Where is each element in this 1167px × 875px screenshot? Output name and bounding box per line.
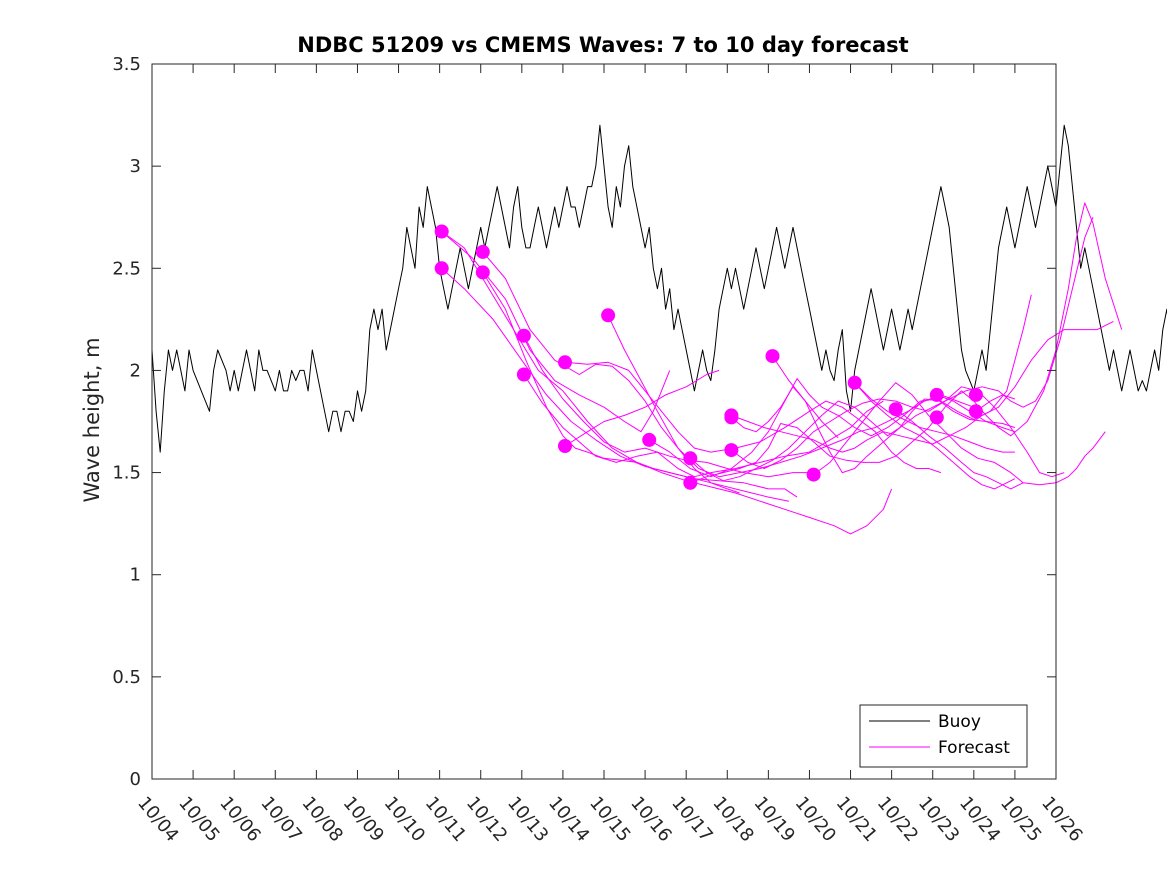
forecast-marker	[642, 432, 657, 447]
forecast-marker	[558, 439, 572, 453]
forecast-series-line-14	[731, 320, 1114, 453]
x-tick-label: 10/10	[380, 793, 429, 846]
x-tick-label: 10/25	[996, 793, 1045, 846]
x-tick-label: 10/15	[585, 793, 634, 846]
forecast-marker	[888, 402, 903, 417]
forecast-series-line-18	[813, 382, 1106, 486]
y-tick-label: 2	[130, 360, 141, 381]
forecast-marker	[683, 475, 698, 490]
y-tick-label: 1.5	[112, 463, 141, 484]
forecast-series-line-3	[441, 231, 671, 433]
forecast-series-line-1	[441, 231, 893, 535]
y-tick-label: 0	[130, 769, 141, 790]
legend: Buoy Forecast	[859, 704, 1028, 768]
forecast-series-line-11	[648, 378, 1016, 478]
forecast-series-line-15	[731, 217, 1094, 474]
forecast-marker	[683, 451, 698, 466]
x-tick-label: 10/26	[1037, 793, 1086, 846]
buoy-series-line	[151, 124, 1167, 453]
forecast-series-line-5	[482, 272, 798, 498]
x-tick-label: 10/21	[832, 793, 881, 846]
legend-box	[859, 704, 1028, 768]
x-tick-label: 10/06	[215, 793, 264, 846]
forecast-marker	[516, 367, 531, 382]
x-tick-label: 10/04	[133, 793, 182, 846]
y-axis-label: Wave height, m	[80, 337, 104, 502]
forecast-series-line-2	[441, 267, 789, 502]
forecast-series-line-13	[690, 202, 1123, 484]
x-tick-label: 10/16	[626, 793, 675, 846]
x-tick-label: 10/05	[174, 793, 223, 846]
x-tick-label: 10/24	[955, 793, 1004, 846]
x-tick-label: 10/13	[503, 793, 552, 846]
x-tick-label: 10/12	[462, 793, 511, 846]
forecast-marker	[806, 467, 821, 482]
forecast-marker	[434, 224, 449, 239]
forecast-marker	[765, 349, 780, 364]
forecast-marker	[847, 375, 862, 390]
forecast-series-line-23	[975, 394, 1016, 412]
x-tick-label: 10/18	[708, 793, 757, 846]
forecast-marker	[724, 443, 739, 458]
forecast-marker	[558, 355, 572, 370]
x-tick-label: 10/07	[256, 793, 305, 846]
y-tick-label: 2.5	[112, 258, 141, 279]
x-tick-label: 10/20	[791, 793, 840, 846]
x-tick-label: 10/14	[544, 793, 593, 846]
forecast-series-line-20	[854, 382, 1015, 453]
x-tick-label: 10/23	[914, 793, 963, 846]
y-tick-label: 0.5	[112, 667, 141, 688]
x-tick-label: 10/17	[667, 793, 716, 846]
forecast-series-line-17	[772, 355, 839, 439]
forecast-series-line-9	[564, 369, 720, 447]
forecast-marker	[968, 387, 983, 402]
forecast-marker	[929, 387, 944, 402]
x-tick-label: 10/09	[339, 793, 388, 846]
forecast-series-line-8	[564, 361, 942, 474]
forecast-marker	[929, 410, 944, 425]
forecast-series-line-21	[895, 408, 1024, 490]
y-tick-label: 3.5	[112, 54, 141, 75]
forecast-marker	[601, 308, 616, 323]
legend-buoy-label: Buoy	[938, 712, 981, 732]
y-tick-label: 1	[130, 565, 141, 586]
forecast-series-line-7	[523, 374, 884, 478]
forecast-series-line-4	[482, 251, 740, 494]
forecast-marker	[968, 404, 983, 419]
forecast-marker	[434, 261, 449, 276]
x-tick-label: 10/11	[421, 793, 470, 846]
forecast-marker	[724, 410, 739, 425]
forecast-series-line-6	[523, 335, 810, 478]
x-tick-label: 10/19	[750, 793, 799, 846]
forecast-marker	[475, 265, 490, 280]
legend-forecast-label: Forecast	[938, 738, 1010, 758]
forecast-series-line-19	[854, 382, 1016, 490]
forecast-series-line-12	[689, 294, 1032, 482]
chart-title: NDBC 51209 vs CMEMS Waves: 7 to 10 day f…	[297, 33, 908, 57]
y-tick-label: 3	[130, 156, 141, 177]
forecast-marker	[475, 244, 490, 259]
forecast-series-line-16	[731, 386, 1065, 478]
forecast-marker	[516, 328, 531, 343]
x-tick-label: 10/08	[298, 793, 347, 846]
x-tick-label: 10/22	[873, 793, 922, 846]
